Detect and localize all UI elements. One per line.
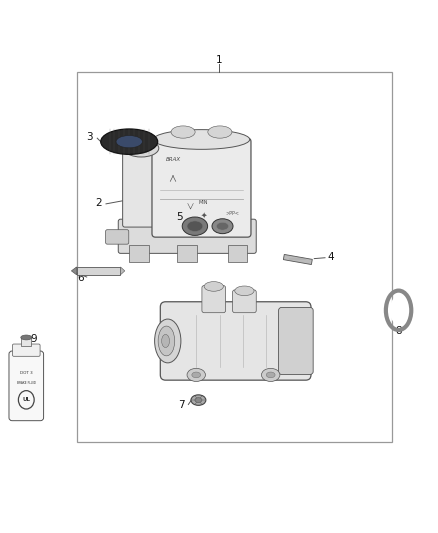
Ellipse shape [208,126,232,138]
Text: UL: UL [22,397,30,402]
Text: 7: 7 [178,400,185,410]
FancyBboxPatch shape [233,290,256,313]
Text: 3: 3 [86,132,93,142]
Text: 1: 1 [215,55,223,65]
Text: 8: 8 [395,326,402,336]
FancyBboxPatch shape [279,308,313,375]
Text: 5: 5 [176,212,183,222]
Text: 4: 4 [327,252,334,262]
Ellipse shape [124,140,159,157]
Polygon shape [77,267,120,275]
Ellipse shape [390,296,407,325]
FancyBboxPatch shape [123,146,160,227]
Polygon shape [71,267,77,275]
Polygon shape [283,254,312,264]
Text: MIN: MIN [199,200,208,206]
Ellipse shape [153,130,250,149]
Ellipse shape [266,372,275,378]
Ellipse shape [182,217,208,236]
Ellipse shape [191,395,206,405]
Text: DOT 3: DOT 3 [20,371,33,375]
Bar [129,245,149,262]
Text: 9: 9 [30,334,37,344]
Ellipse shape [155,319,181,363]
FancyBboxPatch shape [12,344,40,356]
FancyBboxPatch shape [202,286,226,313]
FancyBboxPatch shape [118,219,256,253]
Ellipse shape [204,281,223,291]
Bar [177,245,197,262]
Bar [228,245,247,262]
Ellipse shape [162,334,170,348]
Ellipse shape [101,129,158,155]
Ellipse shape [116,135,142,148]
Bar [21,336,31,346]
Text: 6: 6 [78,273,85,284]
FancyBboxPatch shape [160,302,311,380]
Text: >PP<: >PP< [225,212,239,216]
Ellipse shape [187,221,203,231]
Ellipse shape [21,335,32,340]
Bar [77,71,392,442]
Ellipse shape [187,368,205,382]
Ellipse shape [132,143,150,153]
Text: BRAX: BRAX [166,157,180,161]
Ellipse shape [212,219,233,233]
Ellipse shape [235,286,254,296]
Ellipse shape [195,398,202,402]
FancyBboxPatch shape [9,351,44,421]
Text: 2: 2 [95,198,102,208]
FancyBboxPatch shape [106,230,129,244]
Ellipse shape [192,372,201,378]
Ellipse shape [216,222,229,230]
Text: BRAKE FLUID: BRAKE FLUID [17,381,36,385]
Ellipse shape [158,326,175,356]
FancyBboxPatch shape [152,138,251,237]
Ellipse shape [261,368,280,382]
Polygon shape [120,267,125,275]
Text: ✦: ✦ [201,211,207,220]
Ellipse shape [171,126,195,138]
